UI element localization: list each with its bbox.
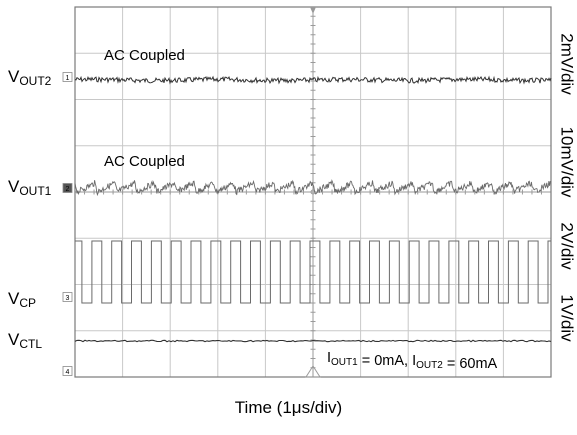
channel-marker-text: 2 <box>66 186 70 193</box>
scope-grid <box>74 6 552 378</box>
coupling-note-vout2: AC Coupled <box>104 47 185 64</box>
channel-label-vout1: VOUT1 <box>8 177 52 198</box>
channel-marker-vcp: 3 <box>62 292 73 302</box>
scale-label-vout1: 10mV/div <box>558 127 577 198</box>
trigger-time-marker <box>310 7 316 14</box>
channel-label-vctl: VCTL <box>8 330 42 351</box>
channel-marker-text: 4 <box>66 369 70 376</box>
scale-label-vctl: 1V/div <box>558 294 577 342</box>
trigger-bottom-marker <box>305 365 321 378</box>
coupling-note-vout1: AC Coupled <box>104 153 185 170</box>
channel-marker-vout1: 2 <box>62 183 73 193</box>
channel-label-vout2: VOUT2 <box>8 67 52 88</box>
scope-traces <box>74 75 552 343</box>
scale-label-vout2: 2mV/div <box>558 33 577 95</box>
trace-vcp <box>75 240 551 304</box>
scope-labels: VOUT2 VOUT1 VCP VCTL 1 2 3 4 AC Coupled AC Couple… <box>8 33 577 376</box>
channel-marker-vctl: 4 <box>62 366 73 376</box>
trace-vout1 <box>74 179 552 197</box>
load-annotation: IOUT1 = 0mA, IOUT2 = 60mA <box>327 350 498 372</box>
channel-label-vcp: VCP <box>8 289 36 310</box>
x-axis-label: Time (1μs/div) <box>234 398 343 417</box>
channel-marker-text: 1 <box>66 75 70 82</box>
scale-label-vcp: 2V/div <box>558 222 577 270</box>
channel-marker-vout2: 1 <box>62 72 73 82</box>
trace-vout2 <box>74 75 552 85</box>
trace-vctl <box>74 339 552 343</box>
channel-marker-text: 3 <box>66 295 70 302</box>
